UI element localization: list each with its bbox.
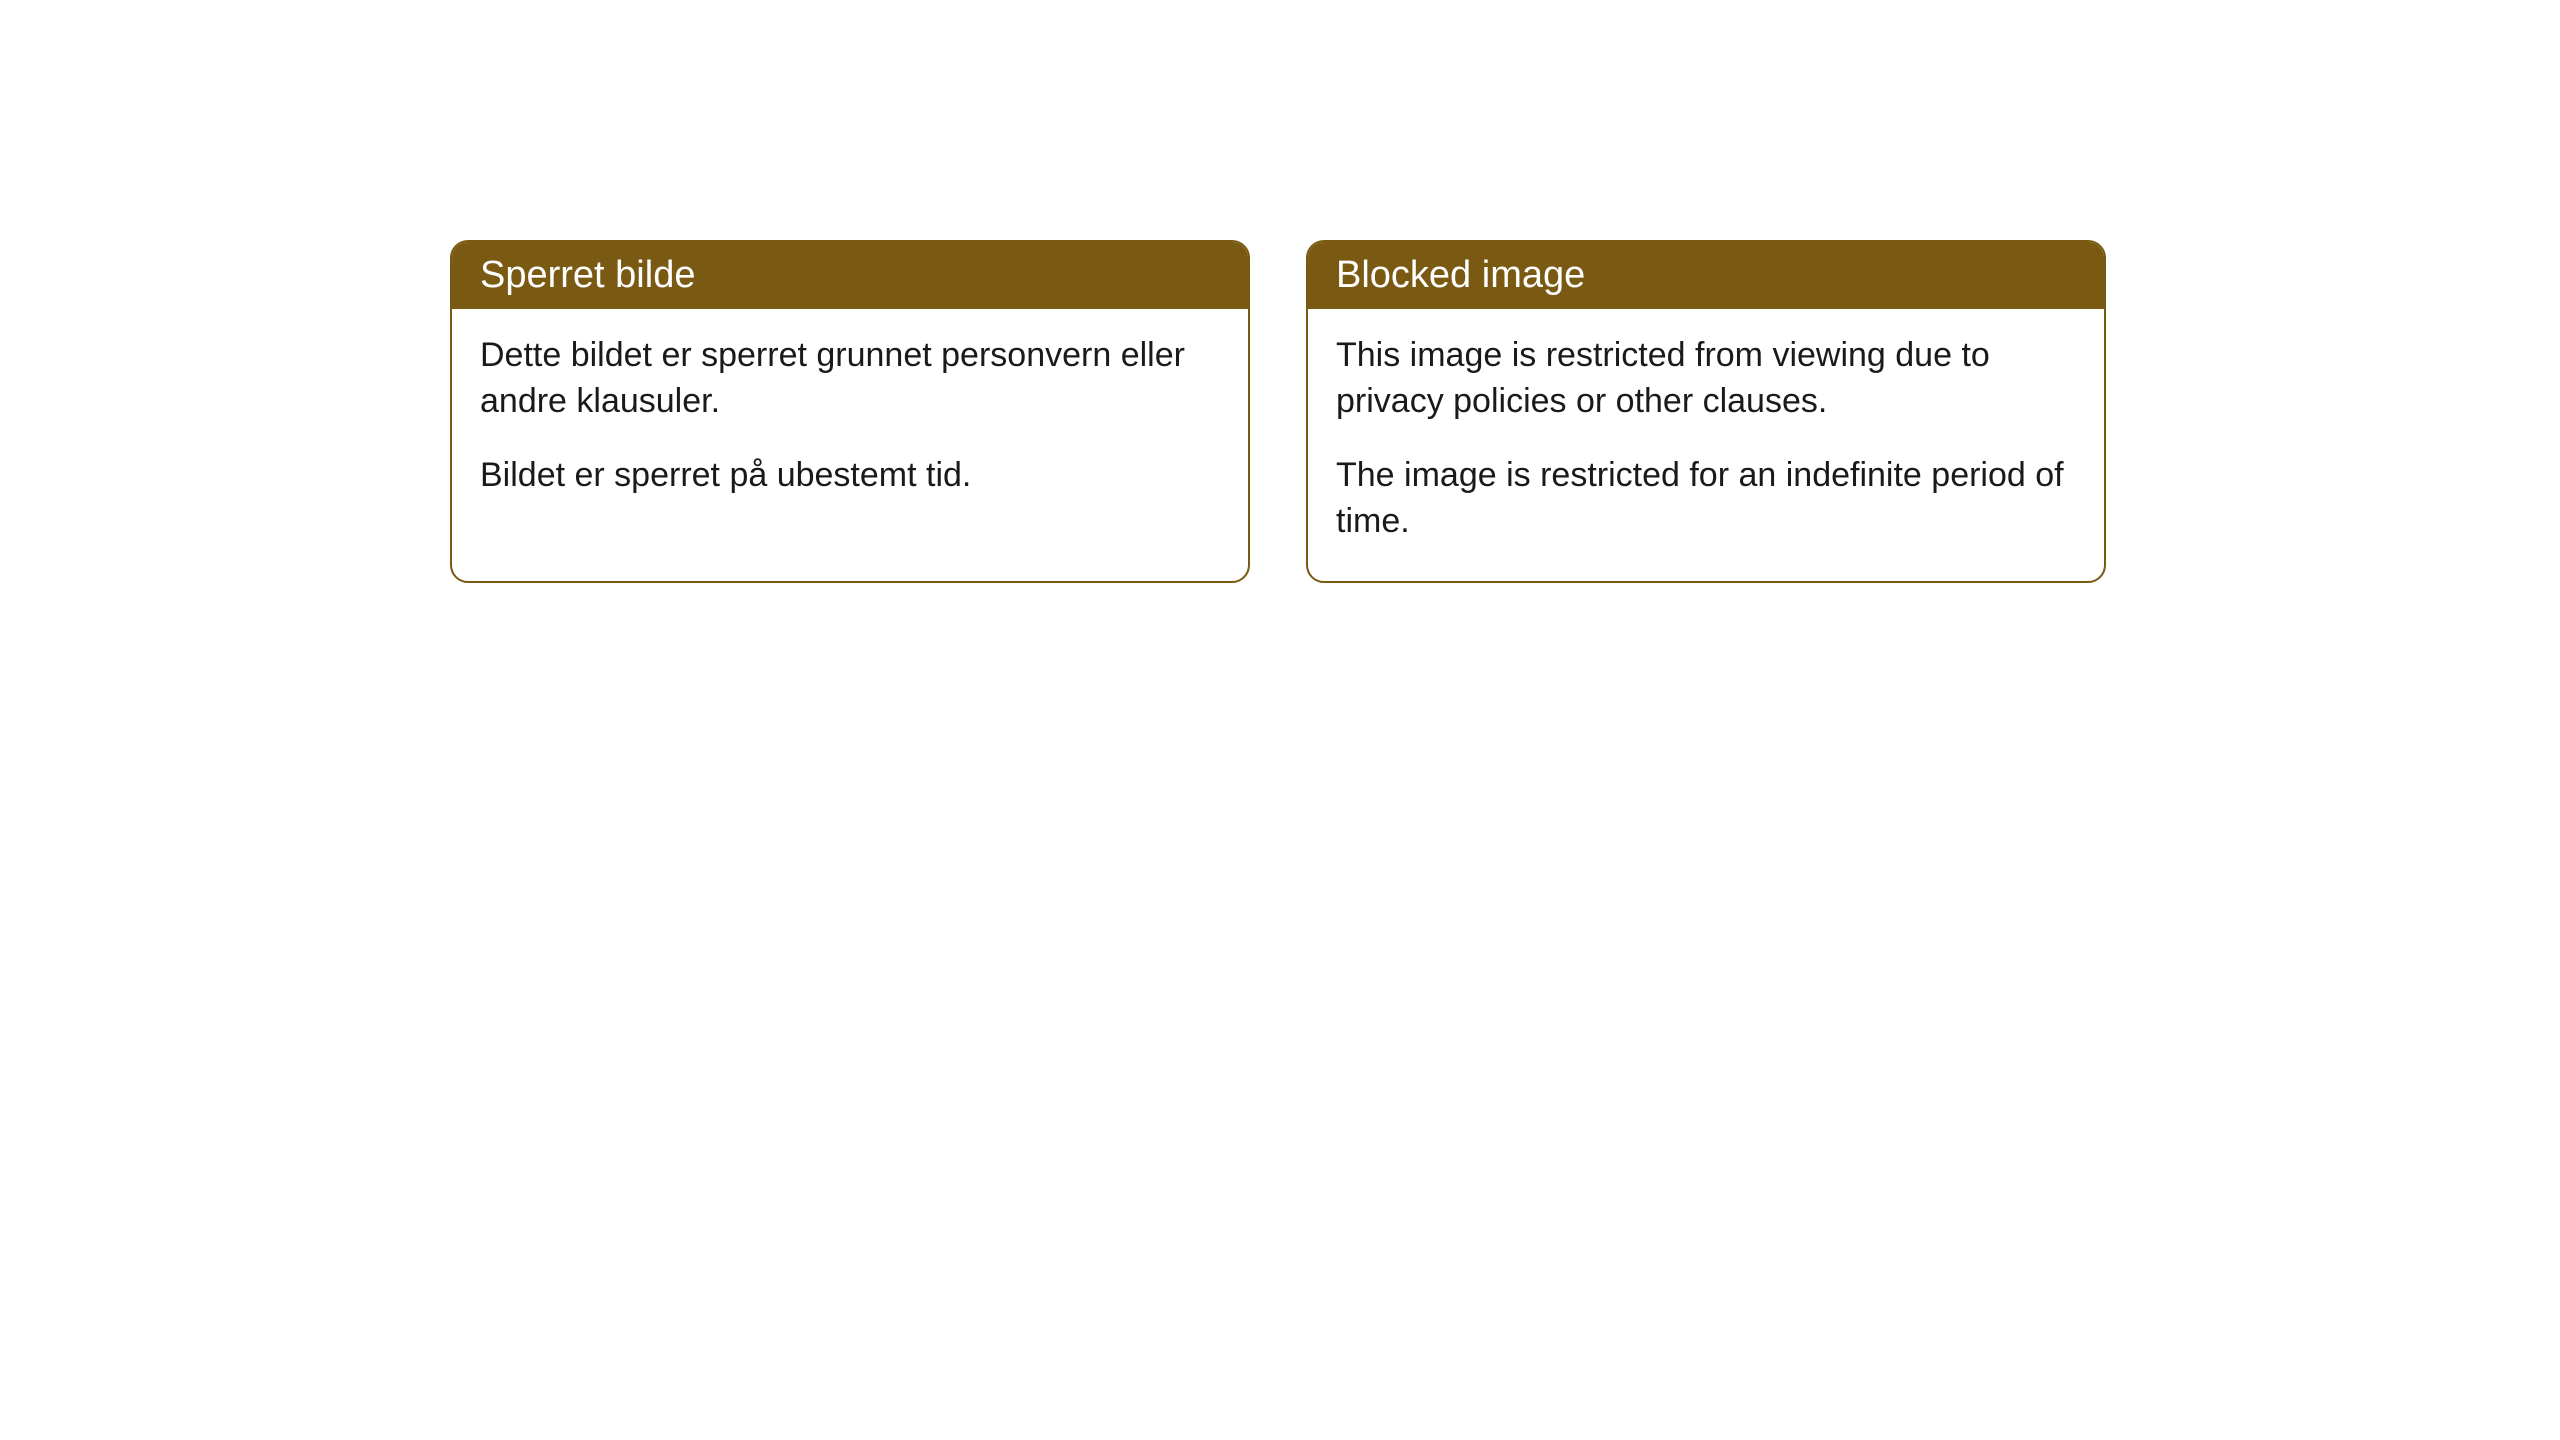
card-header: Blocked image — [1308, 242, 2104, 309]
notice-card-english: Blocked image This image is restricted f… — [1306, 240, 2106, 583]
card-header: Sperret bilde — [452, 242, 1248, 309]
card-paragraph: Bildet er sperret på ubestemt tid. — [480, 453, 1220, 499]
card-title: Blocked image — [1336, 254, 1585, 296]
card-title: Sperret bilde — [480, 254, 695, 296]
card-body: Dette bildet er sperret grunnet personve… — [452, 309, 1248, 535]
card-paragraph: This image is restricted from viewing du… — [1336, 333, 2076, 425]
card-paragraph: The image is restricted for an indefinit… — [1336, 453, 2076, 545]
card-paragraph: Dette bildet er sperret grunnet personve… — [480, 333, 1220, 425]
notice-cards-container: Sperret bilde Dette bildet er sperret gr… — [450, 240, 2560, 583]
card-body: This image is restricted from viewing du… — [1308, 309, 2104, 581]
notice-card-norwegian: Sperret bilde Dette bildet er sperret gr… — [450, 240, 1250, 583]
